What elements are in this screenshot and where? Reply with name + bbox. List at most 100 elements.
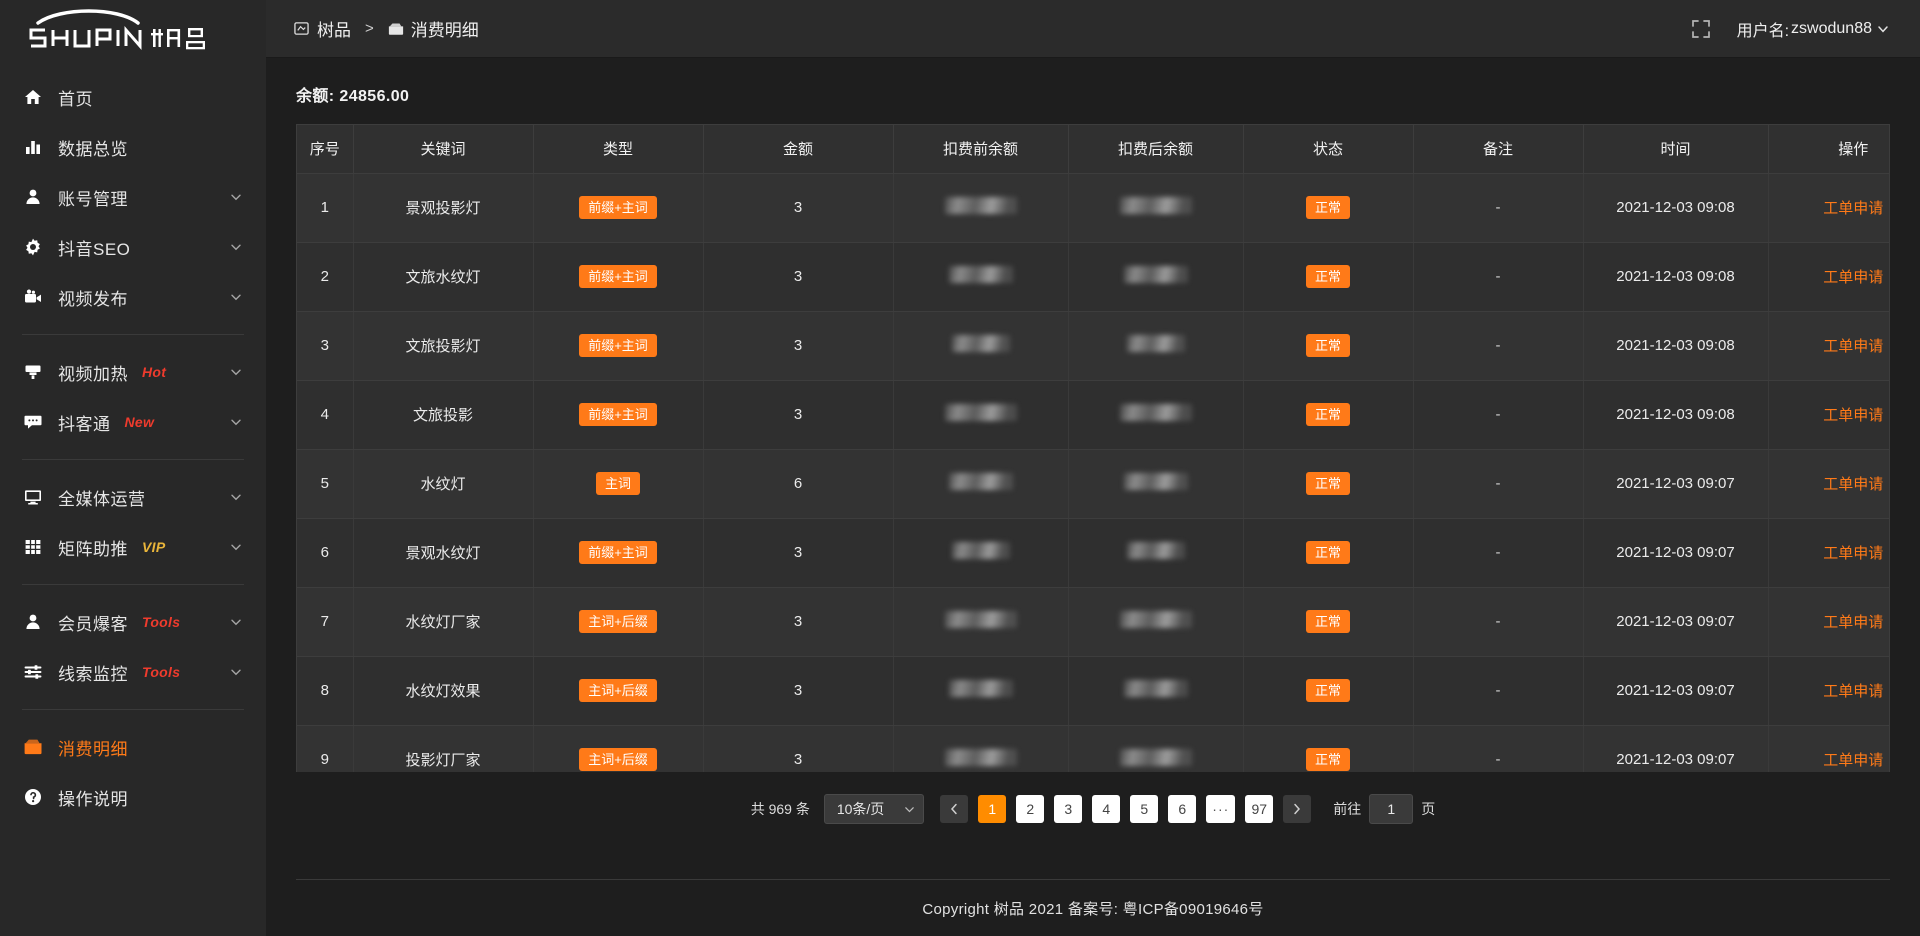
brand-logo[interactable] <box>0 0 266 58</box>
sidebar-item-label: 线索监控 <box>58 664 128 684</box>
type-badge: 主词+后缀 <box>579 610 657 633</box>
sidebar-item-9[interactable]: 矩阵助推 VIP <box>0 522 266 572</box>
cell-keyword: 水纹灯效果 <box>353 656 534 726</box>
table-row: 4 文旅投影 前缀+主词 3 正常 -2021-12-03 09:08 工单申请 <box>297 380 1889 450</box>
pagination-page-97[interactable]: 97 <box>1245 795 1274 823</box>
type-badge: 前缀+主词 <box>579 265 657 288</box>
chevron-down-icon <box>230 416 242 428</box>
cell-remark: - <box>1413 725 1584 772</box>
sidebar-item-label: 会员爆客 <box>58 614 128 634</box>
sidebar-item-4[interactable]: 抖音SEO <box>0 222 266 272</box>
cell-keyword: 水纹灯 <box>353 449 534 519</box>
sidebar-item-1[interactable]: 首页 <box>0 72 266 122</box>
sidebar-item-8[interactable]: 全媒体运营 <box>0 472 266 522</box>
sidebar-item-label: 消费明细 <box>58 739 128 759</box>
main-area: 树品 > 消费明细 用户名: zswodun88 <box>266 0 1920 936</box>
sidebar-item-3[interactable]: 账号管理 <box>0 172 266 222</box>
cell-status: 正常 <box>1243 173 1414 243</box>
pagination-page-2[interactable]: 2 <box>1016 795 1045 823</box>
ticket-apply-link[interactable]: 工单申请 <box>1823 407 1884 424</box>
cell-remark: - <box>1413 380 1584 450</box>
cell-balance-before <box>893 242 1069 312</box>
sidebar-item-7[interactable]: 抖客通 New <box>0 397 266 447</box>
cell-balance-before <box>893 380 1069 450</box>
table-row: 6 景观水纹灯 前缀+主词 3 正常 -2021-12-03 09:07 工单申请 <box>297 518 1889 588</box>
redacted-value <box>948 266 1013 283</box>
table-column-header-5: 扣费前余额 <box>893 125 1069 174</box>
pagination-ellipsis[interactable]: ··· <box>1206 795 1236 823</box>
redacted-value <box>948 680 1013 697</box>
pagination-goto-input[interactable] <box>1369 794 1414 824</box>
sidebar-item-label: 全媒体运营 <box>58 489 146 509</box>
cell-index: 7 <box>297 587 354 657</box>
table-row: 1 景观投影灯 前缀+主词 3 正常 -2021-12-03 09:08 工单申请 <box>297 173 1889 243</box>
sidebar-item-5[interactable]: 视频发布 <box>0 272 266 322</box>
shupin-logo-icon <box>29 9 205 50</box>
cell-time: 2021-12-03 09:07 <box>1583 587 1769 657</box>
ticket-apply-link[interactable]: 工单申请 <box>1823 545 1884 562</box>
table-scroll-container[interactable]: 序号 关键词 类型 金额 扣费前余额 扣费后余额 状态 备注 时间 操作 1 景观投影灯 前缀+主词 3… <box>296 124 1890 772</box>
cell-index: 2 <box>297 242 354 312</box>
chevron-down-icon <box>230 366 242 378</box>
footer-divider <box>296 879 1890 880</box>
pagination-page-4[interactable]: 4 <box>1092 795 1121 823</box>
ticket-apply-link[interactable]: 工单申请 <box>1823 338 1884 355</box>
sidebar-item-label: 抖客通 <box>58 414 111 434</box>
cell-time: 2021-12-03 09:08 <box>1583 173 1769 243</box>
sidebar-item-label: 账号管理 <box>58 189 128 209</box>
cell-balance-after <box>1068 242 1244 312</box>
redacted-value <box>1119 749 1192 766</box>
table-column-header-1: 序号 <box>297 125 354 174</box>
redacted-value <box>1123 266 1188 283</box>
pagination-total: 共 969 条 <box>750 801 810 817</box>
cell-keyword: 文旅水纹灯 <box>353 242 534 312</box>
sidebar: 首页 数据总览账号管理抖音SEO 视频发布视频加热 Hot 抖客通 New 全媒体运营矩阵助… <box>0 0 266 936</box>
table-column-header-9: 时间 <box>1583 125 1769 174</box>
ticket-apply-link[interactable]: 工单申请 <box>1823 269 1884 286</box>
pagination-page-3[interactable]: 3 <box>1054 795 1083 823</box>
pagination-page-6[interactable]: 6 <box>1168 795 1197 823</box>
sidebar-item-11[interactable]: 线索监控 Tools <box>0 647 266 697</box>
sidebar-item-10[interactable]: 会员爆客 Tools <box>0 597 266 647</box>
ticket-apply-link[interactable]: 工单申请 <box>1823 476 1884 493</box>
monitor-icon <box>22 486 44 508</box>
page-size-select[interactable]: 10条/页 <box>823 794 925 824</box>
ticket-apply-link[interactable]: 工单申请 <box>1823 614 1884 631</box>
cell-time: 2021-12-03 09:08 <box>1583 380 1769 450</box>
redacted-value <box>1119 197 1192 214</box>
ticket-apply-link[interactable]: 工单申请 <box>1823 683 1884 700</box>
cell-amount: 3 <box>703 173 894 243</box>
cell-balance-after <box>1068 449 1244 519</box>
cell-time: 2021-12-03 09:07 <box>1583 656 1769 726</box>
type-badge: 前缀+主词 <box>579 541 657 564</box>
cell-time: 2021-12-03 09:08 <box>1583 311 1769 381</box>
sidebar-item-13[interactable]: 操作说明 <box>0 772 266 822</box>
pagination-page-1[interactable]: 1 <box>978 795 1007 823</box>
table-row: 3 文旅投影灯 前缀+主词 3 正常 -2021-12-03 09:08 工单申请 <box>297 311 1889 381</box>
sidebar-item-6[interactable]: 视频加热 Hot <box>0 347 266 397</box>
breadcrumb-item-app[interactable]: 树品 <box>294 16 351 41</box>
balance-value: 24856.00 <box>339 88 410 105</box>
pagination-next-button[interactable] <box>1283 795 1312 823</box>
cell-type: 主词+后缀 <box>533 656 704 726</box>
sidebar-item-12[interactable]: 消费明细 <box>0 722 266 772</box>
ticket-apply-link[interactable]: 工单申请 <box>1823 752 1884 769</box>
chevron-down-icon <box>230 191 242 203</box>
redacted-value <box>951 335 1010 352</box>
table-row: 5 水纹灯 主词 6 正常 -2021-12-03 09:07 工单申请 <box>297 449 1889 519</box>
breadcrumb-item-current[interactable]: 消费明细 <box>388 16 479 41</box>
user-menu[interactable]: 用户名: zswodun88 <box>1737 17 1888 41</box>
fullscreen-icon[interactable] <box>1691 19 1711 39</box>
sidebar-item-2[interactable]: 数据总览 <box>0 122 266 172</box>
ticket-apply-link[interactable]: 工单申请 <box>1823 200 1884 217</box>
status-badge: 正常 <box>1305 679 1350 702</box>
cell-balance-after <box>1068 656 1244 726</box>
cell-remark: - <box>1413 173 1584 243</box>
cell-time: 2021-12-03 09:07 <box>1583 518 1769 588</box>
user-name: zswodun88 <box>1791 19 1872 37</box>
pagination-page-5[interactable]: 5 <box>1130 795 1159 823</box>
cell-index: 4 <box>297 380 354 450</box>
cell-type: 前缀+主词 <box>533 311 704 381</box>
pagination-prev-button[interactable] <box>940 795 969 823</box>
cell-remark: - <box>1413 242 1584 312</box>
